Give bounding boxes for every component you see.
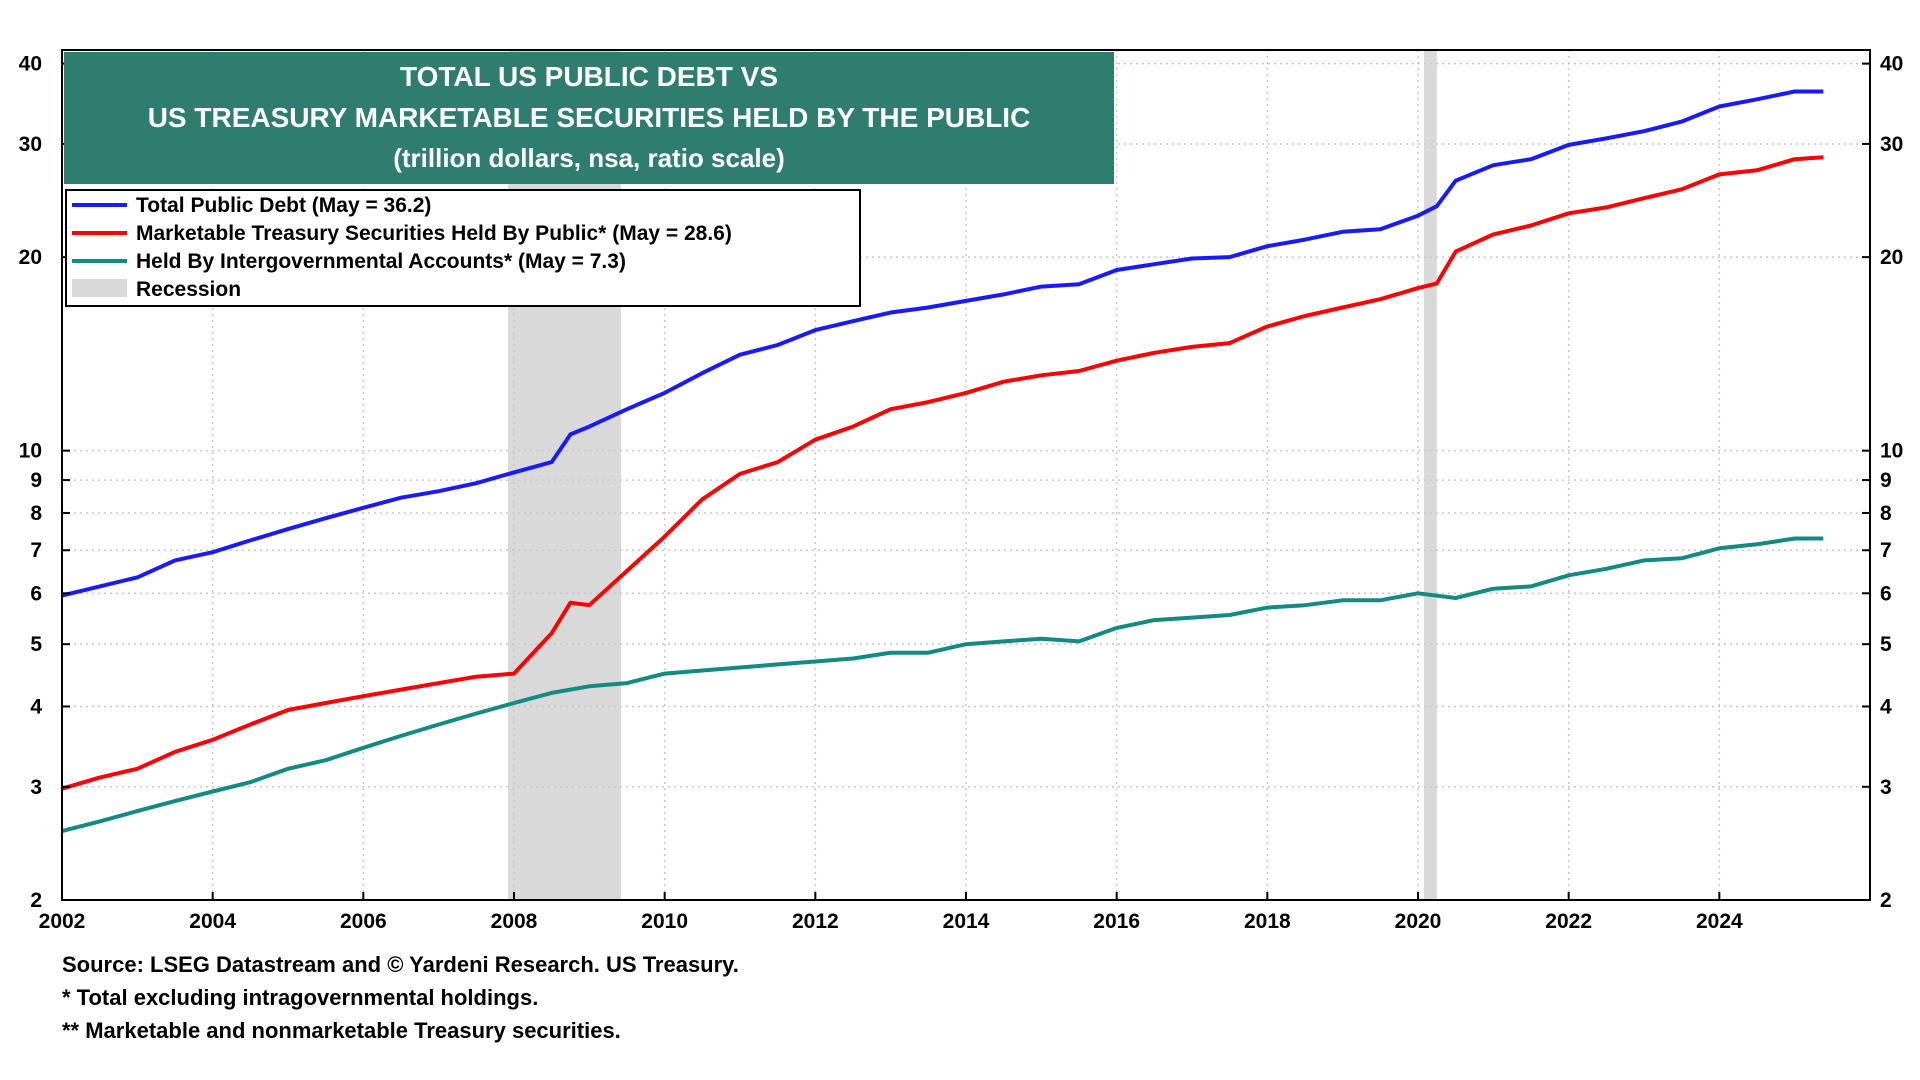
series-layer (61, 89, 1824, 834)
x-tick-label-2024: 2024 (1696, 910, 1743, 933)
y-tick-label-left-30: 30 (19, 133, 42, 156)
y-tick-label-right-8: 8 (1880, 502, 1892, 525)
chart-title-line-2: US TREASURY MARKETABLE SECURITIES HELD B… (148, 102, 1031, 133)
x-tick-label-2006: 2006 (340, 910, 387, 933)
title-box: TOTAL US PUBLIC DEBT VS US TREASURY MARK… (64, 52, 1114, 184)
y-tick-label-right-30: 30 (1880, 133, 1903, 156)
y-tick-label-left-9: 9 (30, 469, 42, 492)
y-tick-label-left-5: 5 (30, 633, 42, 656)
legend-swatch-recession (72, 279, 127, 297)
series-line-0 (61, 89, 1824, 598)
series-line-1 (61, 155, 1824, 791)
y-tick-label-right-10: 10 (1880, 440, 1903, 463)
legend-label-total-public-debt: Total Public Debt (May = 36.2) (136, 194, 431, 217)
x-tick-label-2002: 2002 (39, 910, 86, 933)
legend-box (65, 189, 861, 307)
legend-label-recession: Recession (136, 278, 241, 301)
y-tick-label-right-4: 4 (1880, 695, 1892, 718)
legend-label-intergovernmental: Held By Intergovernmental Accounts* (May… (136, 250, 626, 273)
x-tick-label-2018: 2018 (1244, 910, 1291, 933)
legend: Total Public Debt (May = 36.2) Marketabl… (65, 189, 861, 307)
chart-title-line-3: (trillion dollars, nsa, ratio scale) (393, 143, 785, 173)
series-line-2 (61, 536, 1824, 834)
chart-title-line-1: TOTAL US PUBLIC DEBT VS (400, 61, 778, 92)
x-tick-label-2016: 2016 (1093, 910, 1140, 933)
footnote-total-excluding: * Total excluding intragovernmental hold… (62, 985, 539, 1010)
y-tick-label-left-2: 2 (30, 889, 42, 912)
x-tick-label-2004: 2004 (189, 910, 236, 933)
footnote-marketable: ** Marketable and nonmarketable Treasury… (62, 1018, 621, 1043)
y-tick-label-right-3: 3 (1880, 776, 1892, 799)
y-tick-label-left-40: 40 (19, 53, 42, 76)
recession-band-1 (1424, 50, 1437, 900)
y-tick-label-left-4: 4 (30, 695, 42, 718)
x-tick-label-2014: 2014 (943, 910, 990, 933)
x-tick-label-2008: 2008 (491, 910, 538, 933)
x-tick-label-2022: 2022 (1545, 910, 1592, 933)
x-tick-label-2020: 2020 (1395, 910, 1442, 933)
y-tick-label-left-7: 7 (30, 539, 42, 562)
y-tick-label-left-20: 20 (19, 246, 42, 269)
y-tick-label-right-5: 5 (1880, 633, 1892, 656)
y-tick-label-right-20: 20 (1880, 246, 1903, 269)
footnote-source: Source: LSEG Datastream and © Yardeni Re… (62, 952, 739, 977)
y-tick-label-right-6: 6 (1880, 582, 1892, 605)
legend-label-marketable-securities: Marketable Treasury Securities Held By P… (136, 222, 732, 245)
x-tick-label-2010: 2010 (641, 910, 688, 933)
y-tick-label-right-2: 2 (1880, 889, 1892, 912)
y-tick-label-left-10: 10 (19, 440, 42, 463)
y-tick-label-right-40: 40 (1880, 53, 1903, 76)
y-tick-label-right-7: 7 (1880, 539, 1892, 562)
y-tick-label-left-6: 6 (30, 582, 42, 605)
y-tick-label-left-8: 8 (30, 502, 42, 525)
y-tick-label-left-3: 3 (30, 776, 42, 799)
x-tick-label-2012: 2012 (792, 910, 839, 933)
y-tick-label-right-9: 9 (1880, 469, 1892, 492)
